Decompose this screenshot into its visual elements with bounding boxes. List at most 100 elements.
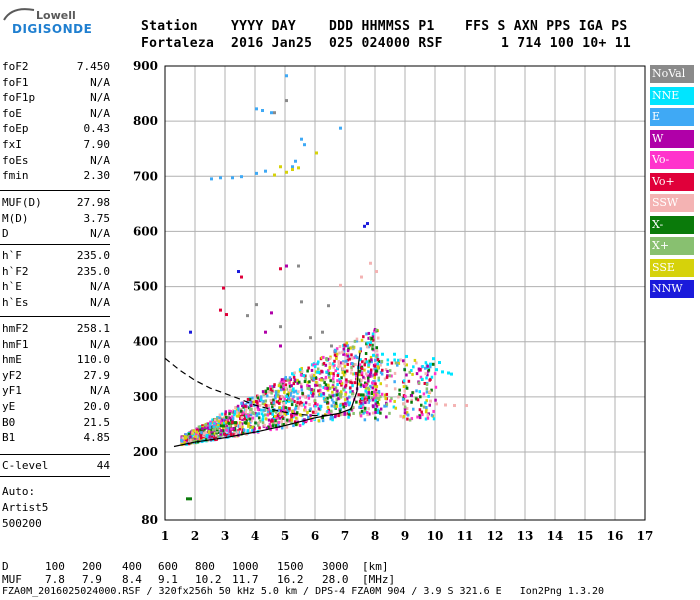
echo-pixel [366, 341, 369, 345]
footer-muf-value: 9.1 [158, 573, 178, 586]
legend-item-w: W [650, 129, 694, 148]
echo-pixel [306, 369, 309, 373]
param-divider [0, 244, 110, 245]
echo-pixel [246, 429, 250, 433]
param-name: foE [2, 106, 22, 120]
echo-pixel [256, 401, 259, 405]
echo-pixel [377, 378, 380, 382]
echo-pixel [425, 376, 428, 380]
echo-pixel [425, 407, 428, 411]
echo-pixel [300, 388, 304, 392]
param-divider [0, 190, 110, 191]
echo-pixel [388, 411, 391, 415]
echo-pixel [275, 416, 278, 420]
echo-pixel [332, 400, 335, 404]
echo-pixel [405, 373, 408, 377]
echo-pixel [374, 410, 377, 414]
header-value-date: 2016 Jan25 [231, 36, 313, 51]
echo-pixel [258, 404, 262, 408]
echo-pixel [308, 380, 311, 384]
echo-pixel [217, 419, 221, 423]
echo-pixel [272, 398, 275, 402]
echo-pixel [296, 397, 299, 401]
echo-pixel [271, 412, 274, 416]
echo-pixel [369, 368, 373, 372]
echo-pixel [376, 411, 380, 415]
echo-pixel [232, 427, 235, 431]
echo-pixel [273, 416, 277, 420]
echo-pixel [292, 387, 295, 391]
y-tick-label: 300 [133, 390, 158, 404]
echo-pixel [238, 421, 242, 425]
echo-pixel [270, 419, 273, 423]
echo-pixel [352, 412, 355, 416]
param-value: N/A [90, 337, 110, 351]
echo-pixel [415, 397, 418, 401]
echo-pixel [393, 387, 397, 391]
echo-pixel [311, 392, 315, 396]
echo-pixel [231, 417, 235, 421]
echo-pixel [367, 345, 370, 349]
param-name: foF1p [2, 91, 36, 105]
y-tick-label: 400 [133, 335, 158, 349]
echo-pixel [418, 416, 422, 420]
echo-pixel [282, 384, 285, 388]
footer-muf-value: 10.2 [195, 573, 222, 586]
echo-pixel [296, 401, 299, 405]
echo-pixel [346, 354, 350, 358]
data-point-nnw [237, 270, 240, 274]
echo-pixel [374, 407, 377, 411]
echo-pixel [419, 395, 422, 399]
echo-pixel [334, 401, 338, 405]
data-point-nne [393, 352, 396, 356]
echo-pixel [336, 389, 339, 393]
echo-pixel [270, 385, 274, 389]
echo-pixel [347, 412, 351, 416]
echo-pixel [293, 378, 297, 382]
echo-pixel [425, 399, 428, 403]
param-fmin: fmin 2.30 [2, 169, 110, 185]
echo-pixel [213, 421, 216, 425]
echo-pixel [410, 417, 414, 421]
echo-pixel [333, 404, 336, 408]
echo-pixel [344, 392, 347, 396]
param-name: foEs [2, 153, 29, 167]
echo-pixel [376, 366, 380, 370]
echo-pixel [281, 423, 284, 427]
echo-pixel [331, 385, 334, 389]
echo-pixel [312, 374, 316, 378]
echo-pixel [407, 379, 411, 383]
y-tick-label: 800 [133, 114, 158, 128]
echo-pixel [359, 384, 363, 388]
echo-pixel [206, 435, 209, 439]
echo-pixel [388, 369, 392, 373]
echo-pixel [183, 441, 186, 445]
echo-pixel [240, 416, 244, 420]
echo-pixel [207, 430, 211, 434]
echo-pixel [406, 399, 409, 403]
echo-pixel [385, 415, 388, 419]
echo-pixel [238, 408, 241, 412]
echo-pixel [372, 405, 375, 409]
echo-pixel [279, 385, 283, 389]
echo-pixel [371, 335, 375, 339]
data-point-nne [432, 357, 435, 361]
data-point-ssw [453, 404, 456, 408]
param-name: foF1 [2, 75, 29, 89]
echo-pixel [329, 414, 333, 418]
echo-pixel [310, 376, 313, 380]
echo-pixel [379, 382, 383, 386]
echo-pixel [340, 381, 344, 385]
param-foe: foE N/A [2, 107, 110, 123]
echo-pixel [385, 404, 388, 408]
echo-pixel [213, 418, 217, 422]
legend-item-ssw: SSW [650, 194, 694, 212]
echo-pixel [316, 403, 319, 407]
echo-pixel [320, 356, 324, 360]
param-hf: h`F 235.0 [2, 249, 110, 265]
echo-pixel [367, 331, 371, 335]
param-hes: h`Es N/A [2, 296, 110, 312]
echo-pixel [359, 383, 363, 387]
echo-pixel [419, 375, 423, 379]
echo-pixel [426, 364, 429, 368]
